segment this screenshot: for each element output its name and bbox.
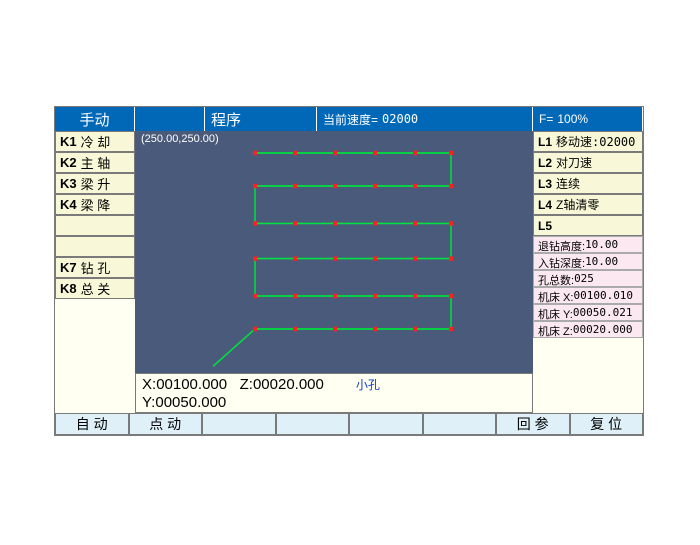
k-button-column: K1冷 却K2主 轴K3梁 升K4梁 降 K7钻 孔K8总 关 <box>55 131 135 413</box>
coordinate-readout: X:00100.000 Z:00020.000 Y:00050.000 小孔 <box>135 373 533 413</box>
k-button-k2[interactable]: K2主 轴 <box>55 152 135 173</box>
top-bar: 手动 程序 当前速度= 02000 F= 100% <box>55 107 643 131</box>
bottom-button-点动[interactable]: 点 动 <box>129 413 203 435</box>
bottom-button-回参[interactable]: 回 参 <box>496 413 570 435</box>
feed-override: F= 100% <box>533 107 643 131</box>
l-button-l4[interactable]: L4Z轴清零 <box>533 194 643 215</box>
origin-label: (250.00,250.00) <box>141 133 219 145</box>
status-row: 机床 Y:00050.021 <box>533 304 643 321</box>
status-row: 孔总数:025 <box>533 270 643 287</box>
status-row: 机床 Z:00020.000 <box>533 321 643 338</box>
bottom-bar: 自 动点 动 回 参复 位 <box>55 413 643 435</box>
bottom-button-empty <box>276 413 350 435</box>
bottom-button-自动[interactable]: 自 动 <box>55 413 129 435</box>
status-row: 机床 X:00100.010 <box>533 287 643 304</box>
l-button-column: L1移动速:02000L2对刀速L3连续L4Z轴清零L5退钻高度:10.00入钻… <box>533 131 643 435</box>
k-button-empty <box>55 236 135 257</box>
bottom-button-empty <box>202 413 276 435</box>
l-button-l2[interactable]: L2对刀速 <box>533 152 643 173</box>
k-button-k3[interactable]: K3梁 升 <box>55 173 135 194</box>
k-button-k4[interactable]: K4梁 降 <box>55 194 135 215</box>
k-button-empty <box>55 215 135 236</box>
k-button-k8[interactable]: K8总 关 <box>55 278 135 299</box>
toolpath-svg <box>135 131 533 373</box>
l-button-l1[interactable]: L1移动速:02000 <box>533 131 643 152</box>
bottom-button-empty <box>349 413 423 435</box>
topbar-spacer <box>135 107 205 131</box>
current-speed: 当前速度= 02000 <box>317 107 533 131</box>
bottom-button-复位[interactable]: 复 位 <box>570 413 644 435</box>
l-button-l3[interactable]: L3连续 <box>533 173 643 194</box>
k-button-k1[interactable]: K1冷 却 <box>55 131 135 152</box>
bottom-button-empty <box>423 413 497 435</box>
k-button-k7[interactable]: K7钻 孔 <box>55 257 135 278</box>
l-button-l5[interactable]: L5 <box>533 215 643 236</box>
mode-indicator: 手动 <box>55 107 135 131</box>
status-row: 入钻深度:10.00 <box>533 253 643 270</box>
status-row: 退钻高度:10.00 <box>533 236 643 253</box>
program-label: 程序 <box>205 107 317 131</box>
hole-tag: 小孔 <box>356 378 380 392</box>
toolpath-canvas: (250.00,250.00) <box>135 131 533 373</box>
